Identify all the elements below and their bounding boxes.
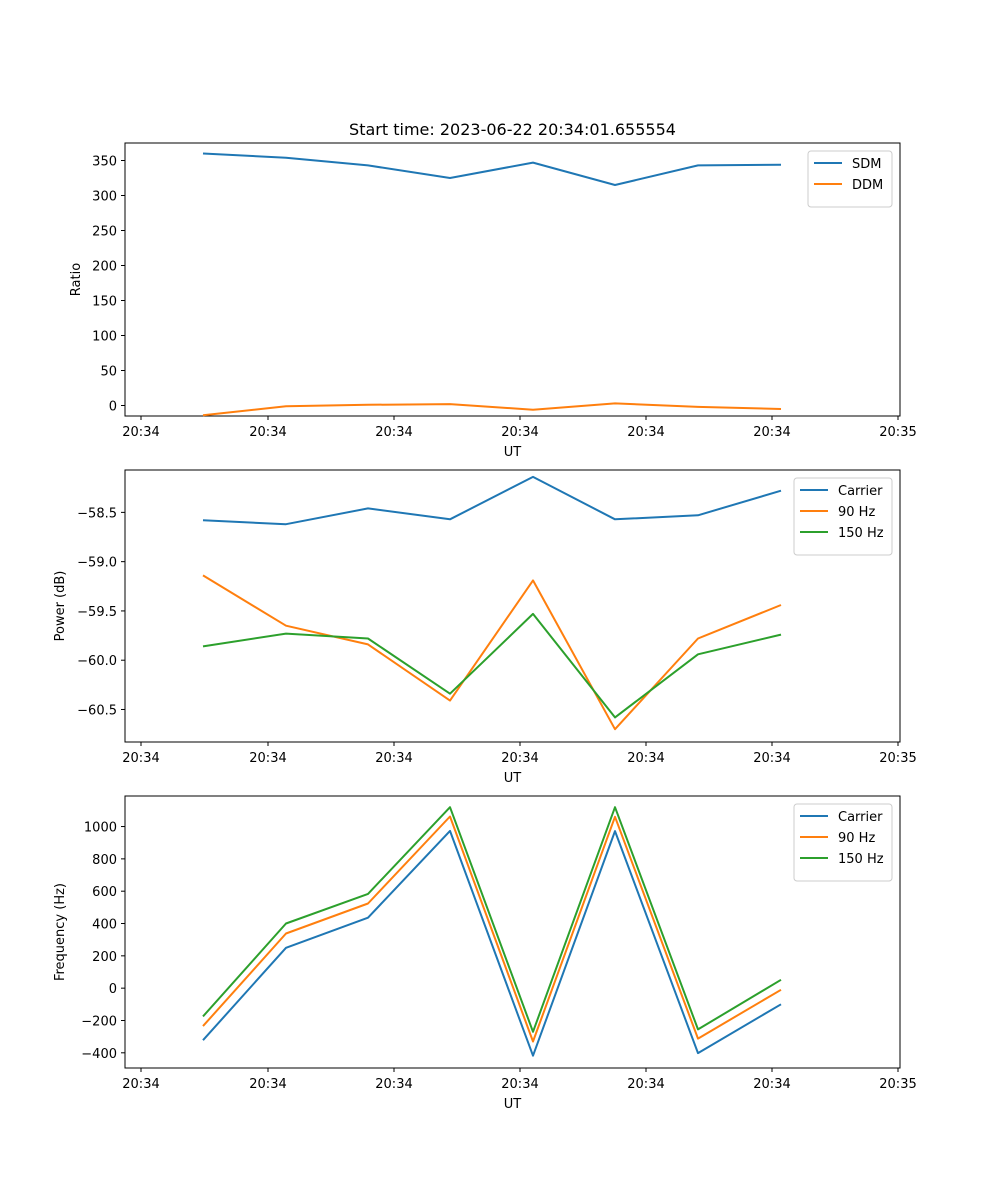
legend-box <box>793 477 893 556</box>
legend-label: 150 Hz <box>838 852 884 867</box>
plot-area-frame <box>124 795 901 1069</box>
y-tick-label: −59.0 <box>77 556 117 571</box>
series-line-carrier <box>202 475 782 526</box>
x-tick-label: 20:34 <box>375 1077 412 1092</box>
x-tick-label: 20:34 <box>375 751 412 766</box>
series-line-carrier <box>202 829 782 1057</box>
y-axis-label: Frequency (Hz) <box>53 883 68 981</box>
y-tick-label: 400 <box>92 918 117 933</box>
chart-panel-1: Start time: 2023-06-22 20:34:01.655554 20… <box>69 120 917 460</box>
legend: SDM DDM <box>807 150 893 208</box>
chart-title: Start time: 2023-06-22 20:34:01.655554 <box>349 120 676 139</box>
y-tick-label: 600 <box>92 885 117 900</box>
x-axis-label: UT <box>504 1097 522 1112</box>
x-tick-label: 20:34 <box>249 1077 286 1092</box>
x-tick-label: 20:34 <box>375 425 412 440</box>
chart-panel-2: 20:34 20:34 20:34 20:34 20:34 20:34 20:35 UT −60… <box>53 469 917 786</box>
legend-label: Carrier <box>838 484 883 499</box>
legend: Carrier 90 Hz 150 Hz <box>793 803 893 882</box>
legend-label: Carrier <box>838 810 883 825</box>
y-tick-label: −60.5 <box>77 703 117 718</box>
y-tick-label: −58.5 <box>77 506 117 521</box>
legend-label: 150 Hz <box>838 526 884 541</box>
x-tick-label: 20:35 <box>879 1077 916 1092</box>
x-tick-label: 20:34 <box>122 1077 159 1092</box>
x-axis-label: UT <box>504 771 522 786</box>
y-tick-label: 0 <box>109 400 117 415</box>
legend-label: DDM <box>852 178 883 193</box>
y-tick-label: −60.0 <box>77 654 117 669</box>
x-tick-label: 20:34 <box>753 751 790 766</box>
x-tick-label: 20:34 <box>753 1077 790 1092</box>
x-axis-label: UT <box>504 445 522 460</box>
series-line-150-hz <box>202 612 782 719</box>
x-tick-label: 20:35 <box>879 751 916 766</box>
x-tick-label: 20:34 <box>753 425 790 440</box>
series-line-sdm <box>202 152 782 186</box>
x-tick-label: 20:34 <box>249 425 286 440</box>
x-tick-label: 20:35 <box>879 425 916 440</box>
y-tick-label: 200 <box>92 260 117 275</box>
x-tick-label: 20:34 <box>627 751 664 766</box>
chart-panel-3: 20:34 20:34 20:34 20:34 20:34 20:34 20:35 UT −40… <box>53 795 917 1112</box>
y-tick-label: 150 <box>92 295 117 310</box>
plot-area-frame <box>124 142 901 417</box>
series-line-150-hz <box>202 806 782 1033</box>
y-tick-label: 800 <box>92 853 117 868</box>
y-axis-label: Power (dB) <box>53 571 68 642</box>
y-axis-label: Ratio <box>69 263 84 296</box>
x-tick-label: 20:34 <box>627 1077 664 1092</box>
x-tick-label: 20:34 <box>501 1077 538 1092</box>
series-line-ddm <box>202 402 782 417</box>
y-tick-label: 350 <box>92 155 117 170</box>
legend-box <box>793 803 893 882</box>
y-tick-label: −200 <box>81 1014 117 1029</box>
x-tick-label: 20:34 <box>122 425 159 440</box>
plot-area-frame <box>124 469 901 743</box>
legend: Carrier 90 Hz 150 Hz <box>793 477 893 556</box>
legend-label: 90 Hz <box>838 831 875 846</box>
x-tick-label: 20:34 <box>501 425 538 440</box>
legend-label: 90 Hz <box>838 505 875 520</box>
series-line-90-hz <box>202 574 782 731</box>
x-tick-label: 20:34 <box>501 751 538 766</box>
y-tick-label: 100 <box>92 330 117 345</box>
y-tick-label: 0 <box>109 982 117 997</box>
legend-label: SDM <box>852 157 881 172</box>
legend-box <box>807 150 893 208</box>
y-tick-label: 300 <box>92 190 117 205</box>
x-tick-label: 20:34 <box>627 425 664 440</box>
x-tick-label: 20:34 <box>122 751 159 766</box>
y-tick-label: 200 <box>92 950 117 965</box>
y-tick-label: 50 <box>100 365 117 380</box>
y-tick-label: 1000 <box>84 821 117 836</box>
y-tick-label: 250 <box>92 225 117 240</box>
series-line-90-hz <box>202 815 782 1043</box>
y-tick-label: −59.5 <box>77 605 117 620</box>
x-tick-label: 20:34 <box>249 751 286 766</box>
y-tick-label: −400 <box>81 1047 117 1062</box>
